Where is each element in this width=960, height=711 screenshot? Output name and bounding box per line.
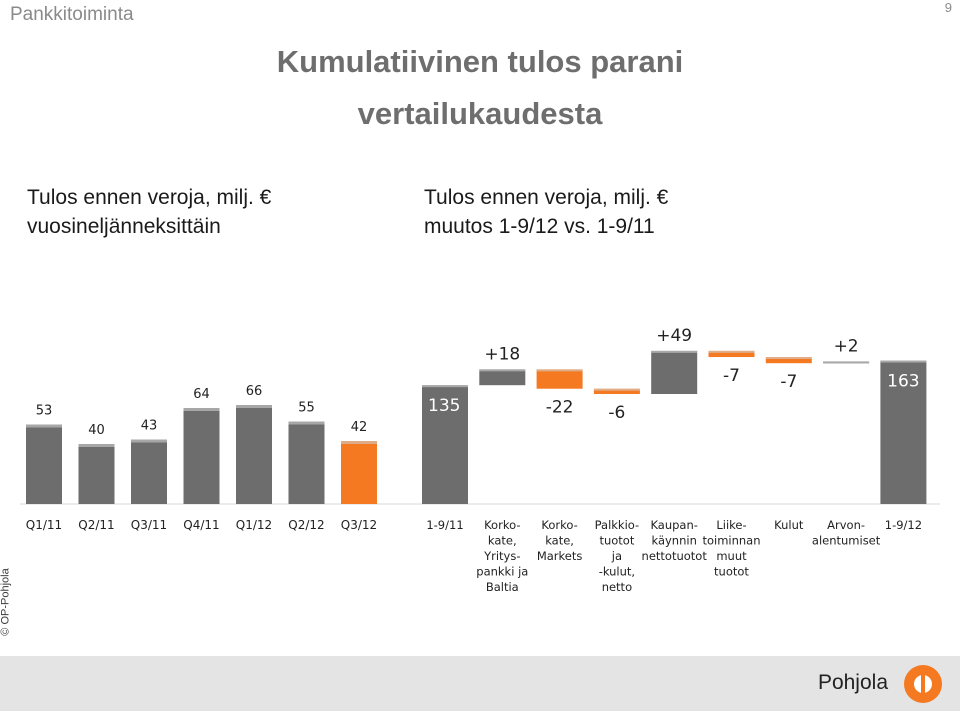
- waterfall-category-label-5-1: Kaupan-: [650, 518, 697, 532]
- waterfall-bar-top-5: [651, 350, 698, 353]
- left-value-label-2: 40: [88, 423, 105, 438]
- waterfall-category-label-1-1: 1-9/11: [426, 518, 463, 532]
- waterfall-bar-4: [593, 388, 640, 394]
- left-value-label-3: 43: [141, 419, 158, 434]
- footer-bar: Pohjola: [0, 656, 960, 711]
- left-chart-subtitle: Tulos ennen veroja, milj. € vuosineljänn…: [27, 183, 271, 241]
- waterfall-bar-3: [536, 369, 583, 389]
- left-value-label-5: 66: [246, 384, 263, 399]
- left-value-label-6: 55: [298, 401, 315, 416]
- title-line-2: vertailukaudesta: [357, 96, 603, 131]
- left-bar-4: [183, 408, 220, 504]
- waterfall-bar-top-1: [422, 385, 468, 388]
- waterfall-category-label-5-2: käynnin: [652, 534, 697, 548]
- left-subtitle-line-1: Tulos ennen veroja, milj. €: [27, 186, 272, 209]
- left-category-label-7: Q3/12: [341, 518, 377, 532]
- left-bar-top-1: [26, 424, 62, 428]
- waterfall-category-label-6-4: tuotot: [714, 565, 749, 579]
- waterfall-bar-7: [765, 357, 812, 364]
- waterfall-value-label-1: 135: [428, 396, 460, 416]
- waterfall-category-label-2-4: pankki ja: [476, 565, 528, 579]
- left-bar-3: [131, 439, 167, 504]
- left-subtitle-line-2: vuosineljänneksittäin: [27, 215, 221, 238]
- copyright-text: © OP-Pohjola: [0, 568, 12, 636]
- waterfall-category-label-4-2: tuotot: [599, 534, 634, 548]
- title-line-1: Kumulatiivinen tulos parani: [276, 44, 684, 79]
- waterfall-category-label-4-1: Palkkio-: [595, 518, 640, 532]
- waterfall-category-label-3-2: kate,: [545, 534, 574, 548]
- waterfall-bar-top-6: [708, 350, 755, 353]
- waterfall-category-label-2-3: Yritys-: [483, 549, 520, 563]
- charts-canvas: 53 Q1/11 40 Q2/11 43 Q3/11 64 Q4/11 66 Q1/12 55 Q2/…: [20, 326, 940, 594]
- page-number: 9: [944, 0, 952, 15]
- right-subtitle-line-2: muutos 1-9/12 vs. 1-9/11: [424, 215, 655, 238]
- right-subtitle-line-1: Tulos ennen veroja, milj. €: [424, 186, 669, 209]
- left-bar-2: [78, 444, 115, 504]
- left-bar-5: [236, 405, 272, 504]
- waterfall-category-label-6-1: Liike-: [716, 518, 746, 532]
- left-bar-1: [26, 424, 62, 504]
- left-value-label-7: 42: [351, 420, 368, 435]
- left-category-label-4: Q4/11: [183, 518, 219, 532]
- waterfall-category-label-4-4: -kulut,: [599, 565, 635, 579]
- brand-name: Pohjola: [817, 671, 888, 694]
- waterfall-value-label-6: -7: [723, 366, 740, 386]
- waterfall-value-label-5: +49: [656, 326, 692, 346]
- waterfall-value-label-8: +2: [834, 336, 859, 356]
- waterfall-category-label-6-2: toiminnan: [702, 534, 760, 548]
- left-category-label-6: Q2/12: [288, 518, 324, 532]
- waterfall-category-label-8-1: Arvon-: [827, 518, 865, 532]
- page-title: Kumulatiivinen tulos parani vertailukaud…: [0, 36, 960, 140]
- waterfall-bar-top-9: [880, 360, 927, 363]
- left-value-label-4: 64: [193, 387, 210, 402]
- left-bar-6: [288, 421, 325, 504]
- waterfall-value-label-4: -6: [608, 403, 625, 423]
- left-bar-top-6: [288, 421, 325, 425]
- waterfall-category-label-2-2: kate,: [488, 534, 517, 548]
- waterfall-value-label-2: +18: [484, 344, 520, 364]
- left-bar-top-4: [183, 408, 220, 411]
- waterfall-category-label-8-2: alentumiset: [812, 534, 881, 548]
- waterfall-category-label-2-1: Korko-: [484, 518, 520, 532]
- waterfall-category-label-7-1: Kulut: [774, 518, 804, 532]
- left-category-label-5: Q1/12: [236, 518, 272, 532]
- left-bar-top-2: [78, 444, 115, 447]
- waterfall-category-label-6-3: muut: [716, 549, 747, 563]
- section-label: Pankkitoiminta: [10, 4, 134, 25]
- waterfall-bar-top-2: [479, 369, 526, 372]
- op-logo-icon: [904, 665, 942, 703]
- waterfall-category-label-9-1: 1-9/12: [885, 518, 922, 532]
- waterfall-bar-top-8: [823, 361, 870, 364]
- waterfall-category-label-3-1: Korko-: [541, 518, 577, 532]
- waterfall-category-label-5-3: nettotuotot: [642, 549, 708, 563]
- waterfall-bar-1: [422, 385, 468, 504]
- left-bar-7: [341, 441, 377, 504]
- waterfall-bar-2: [479, 369, 526, 386]
- left-category-label-3: Q3/11: [131, 518, 167, 532]
- waterfall-bar-6: [708, 350, 755, 358]
- waterfall-value-label-9: 163: [887, 372, 919, 392]
- waterfall-value-label-3: -22: [546, 398, 574, 418]
- waterfall-category-label-4-5: netto: [602, 580, 632, 594]
- waterfall-category-label-4-3: ja: [611, 549, 622, 563]
- waterfall-category-label-2-5: Baltia: [486, 580, 519, 594]
- waterfall-bar-top-4: [593, 388, 640, 391]
- left-bar-top-7: [341, 441, 377, 444]
- left-category-label-2: Q2/11: [78, 518, 114, 532]
- waterfall-category-label-3-3: Markets: [537, 549, 583, 563]
- left-category-label-1: Q1/11: [26, 518, 62, 532]
- right-chart-subtitle: Tulos ennen veroja, milj. € muutos 1-9/1…: [424, 183, 668, 241]
- left-bar-top-3: [131, 439, 167, 443]
- waterfall-bar-9: [880, 360, 927, 504]
- waterfall-bar-5: [651, 350, 698, 394]
- waterfall-value-label-7: -7: [780, 372, 797, 392]
- left-value-label-1: 53: [36, 404, 53, 419]
- waterfall-bar-top-7: [765, 357, 812, 360]
- left-bar-top-5: [236, 405, 272, 408]
- waterfall-bar-top-3: [536, 369, 583, 372]
